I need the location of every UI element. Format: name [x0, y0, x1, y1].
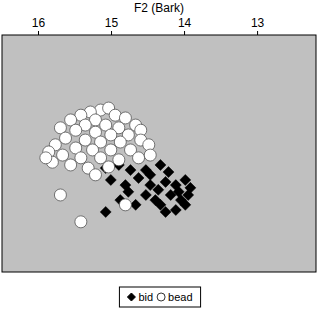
point — [79, 134, 91, 146]
legend-item: bead — [157, 291, 192, 303]
point — [183, 189, 194, 200]
point — [153, 184, 164, 195]
point — [57, 149, 69, 161]
point — [70, 124, 82, 136]
point — [40, 152, 52, 164]
point — [114, 136, 126, 148]
point — [173, 186, 184, 197]
point — [105, 174, 116, 185]
point — [54, 189, 66, 201]
point — [105, 144, 117, 156]
tick-label: 16 — [32, 16, 46, 30]
tick-mark — [184, 31, 185, 35]
point — [103, 161, 115, 173]
point — [60, 132, 72, 144]
tick-mark — [257, 31, 258, 35]
point — [133, 152, 145, 164]
point — [155, 199, 166, 210]
tick-mark — [111, 31, 112, 35]
point — [100, 206, 111, 217]
point — [89, 169, 101, 181]
legend-box — [119, 287, 200, 307]
axis-label: F2 (Bark) — [134, 1, 184, 15]
point — [140, 189, 151, 200]
tick-mark — [38, 31, 39, 35]
point — [133, 172, 144, 183]
legend-marker — [127, 293, 135, 301]
point — [75, 216, 87, 228]
point — [75, 152, 87, 164]
legend: bid bead — [119, 287, 200, 307]
point — [145, 169, 156, 180]
marks — [40, 102, 196, 228]
point — [160, 176, 171, 187]
point — [125, 165, 136, 176]
point — [163, 167, 174, 178]
legend-label: bead — [168, 291, 192, 303]
point — [144, 149, 156, 161]
point — [65, 159, 77, 171]
tick-label: 13 — [251, 16, 265, 30]
legend-label: bid — [138, 291, 153, 303]
chart: 16 15 14 13 F2 (Bark) bid bead — [0, 0, 320, 320]
tick-label: 15 — [105, 16, 119, 30]
point — [113, 154, 125, 166]
legend-marker — [157, 293, 165, 301]
plot-area — [2, 35, 316, 272]
point — [155, 159, 166, 170]
series — [100, 159, 196, 217]
plot-frame — [2, 35, 316, 272]
point — [180, 199, 191, 210]
series — [40, 102, 156, 228]
legend-item: bid — [127, 291, 153, 303]
point — [123, 186, 134, 197]
tick-label: 14 — [178, 16, 192, 30]
point — [119, 199, 131, 211]
point — [170, 204, 181, 215]
